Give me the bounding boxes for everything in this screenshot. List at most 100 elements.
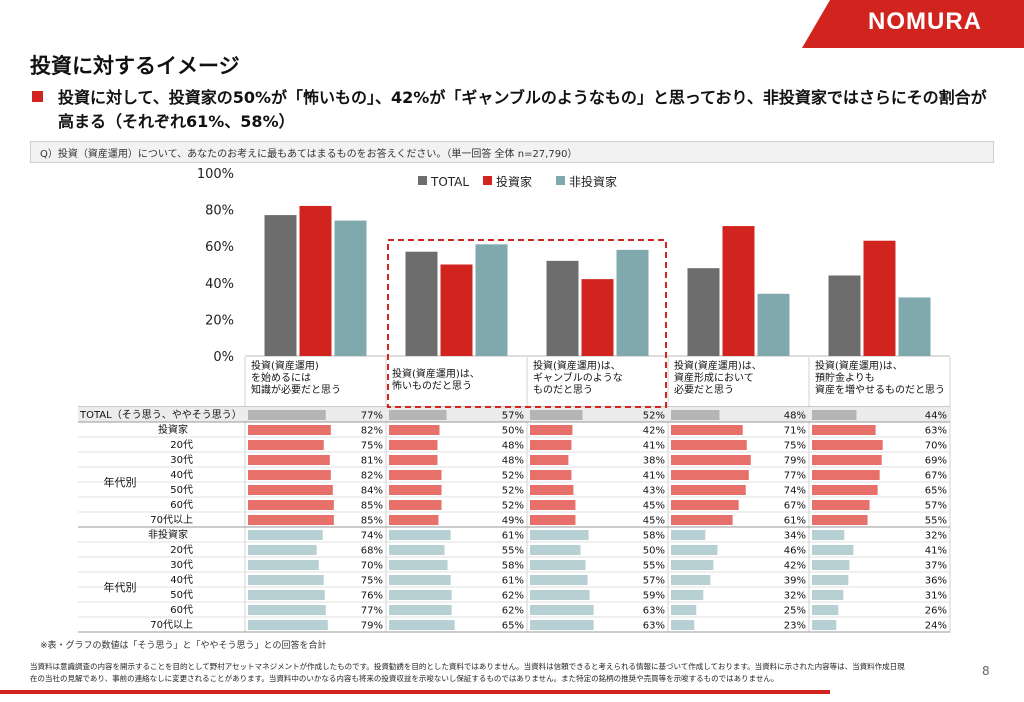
table-value-label: 58% <box>643 531 665 542</box>
table-bar <box>248 470 331 480</box>
logo-band <box>802 0 1024 48</box>
table-value-label: 42% <box>784 561 806 572</box>
category-label: ものだと思う <box>533 384 593 396</box>
table-value-label: 52% <box>502 471 524 482</box>
row-label: 投資家 <box>158 423 188 436</box>
row-label: 40代 <box>170 469 193 481</box>
table-value-label: 52% <box>643 411 665 422</box>
table-value-label: 45% <box>643 516 665 527</box>
category-label: 投資(資産運用)は、 <box>674 359 762 372</box>
bar <box>687 268 720 356</box>
highlight-box <box>387 239 667 408</box>
table-bar <box>812 560 850 570</box>
table-bar <box>671 455 751 465</box>
category-label: 資産を増やせるものだと思う <box>815 383 945 396</box>
bar <box>334 220 367 356</box>
group-label: 年代別 <box>104 475 137 489</box>
table-value-label: 50% <box>502 426 524 437</box>
table-bar <box>389 605 452 615</box>
category-label: 投資(資産運用) <box>251 359 319 372</box>
table-value-label: 34% <box>784 531 806 542</box>
legend-swatch <box>418 176 427 185</box>
group-label: 年代別 <box>104 580 137 594</box>
table-bar <box>812 620 837 630</box>
bar <box>898 297 931 356</box>
category-label: 預貯金よりも <box>815 371 875 384</box>
table-bar <box>671 485 746 495</box>
table-value-label: 41% <box>643 441 665 452</box>
table-bar <box>671 575 711 585</box>
question-box <box>30 141 994 163</box>
bar <box>616 249 649 356</box>
bar <box>757 293 790 356</box>
bar <box>475 244 508 356</box>
table-bar <box>248 545 317 555</box>
row-label: 70代以上 <box>150 514 193 526</box>
table-value-label: 48% <box>502 456 524 467</box>
table-bar <box>671 515 733 525</box>
table-value-label: 63% <box>643 606 665 617</box>
legend-label: 非投資家 <box>569 174 617 189</box>
table-value-label: 48% <box>784 411 806 422</box>
table-bar <box>671 560 714 570</box>
category-label: 資産形成において <box>674 371 754 384</box>
table-bar <box>671 545 718 555</box>
table-bar <box>671 530 706 540</box>
table-value-label: 62% <box>502 591 524 602</box>
legend-swatch <box>556 176 565 185</box>
bar <box>440 264 473 356</box>
table-bar <box>248 410 326 420</box>
table-bar <box>389 590 452 600</box>
table-bar <box>248 515 334 525</box>
category-label: 知識が必要だと思う <box>251 383 341 396</box>
bar <box>546 260 579 356</box>
table-value-label: 46% <box>784 546 806 557</box>
table-bar <box>248 500 334 510</box>
table-bar <box>389 425 440 435</box>
row-label: 50代 <box>170 484 193 496</box>
table-value-label: 85% <box>361 501 383 512</box>
bar <box>828 275 861 356</box>
table-value-label: 61% <box>784 516 806 527</box>
row-label: 60代 <box>170 604 193 616</box>
table-value-label: 55% <box>925 516 947 527</box>
table-bar <box>812 500 870 510</box>
table-bar <box>530 485 574 495</box>
table-value-label: 55% <box>643 561 665 572</box>
bar <box>863 240 896 356</box>
table-value-label: 68% <box>361 546 383 557</box>
y-tick-label: 20% <box>205 313 234 328</box>
table-value-label: 57% <box>925 501 947 512</box>
row-label: 30代 <box>170 559 193 571</box>
row-label: 70代以上 <box>150 619 193 631</box>
table-value-label: 79% <box>361 621 383 632</box>
table-bar <box>248 575 324 585</box>
table-value-label: 59% <box>643 591 665 602</box>
legend-label: 投資家 <box>496 174 532 189</box>
row-label: 非投資家 <box>148 528 188 541</box>
table-bar <box>812 425 876 435</box>
table-bar <box>530 470 572 480</box>
subtitle-line-1: 投資に対して、投資家の50%が「怖いもの」、42%が「ギャンブルのようなもの」と… <box>58 88 987 107</box>
table-value-label: 77% <box>361 411 383 422</box>
table-value-label: 65% <box>925 486 947 497</box>
table-value-label: 55% <box>502 546 524 557</box>
table-bar <box>389 470 442 480</box>
table-value-label: 75% <box>784 441 806 452</box>
table-value-label: 43% <box>643 486 665 497</box>
table-bar <box>530 575 588 585</box>
table-bar <box>812 605 839 615</box>
bar <box>722 226 755 356</box>
table-value-label: 77% <box>361 606 383 617</box>
disclaimer-line-2: 在の当社の見解であり、事前の連絡なしに変更されることがあります。当資料中のいかな… <box>30 674 779 683</box>
y-tick-label: 60% <box>205 240 234 255</box>
table-bar <box>389 515 439 525</box>
nomura-logo: NOMURA <box>868 8 982 35</box>
table-bar <box>530 590 590 600</box>
table-bar <box>812 410 857 420</box>
table-bar <box>248 560 319 570</box>
table-value-label: 41% <box>643 471 665 482</box>
row-label: 40代 <box>170 574 193 586</box>
table-bar <box>530 410 583 420</box>
table-bar <box>530 620 594 630</box>
